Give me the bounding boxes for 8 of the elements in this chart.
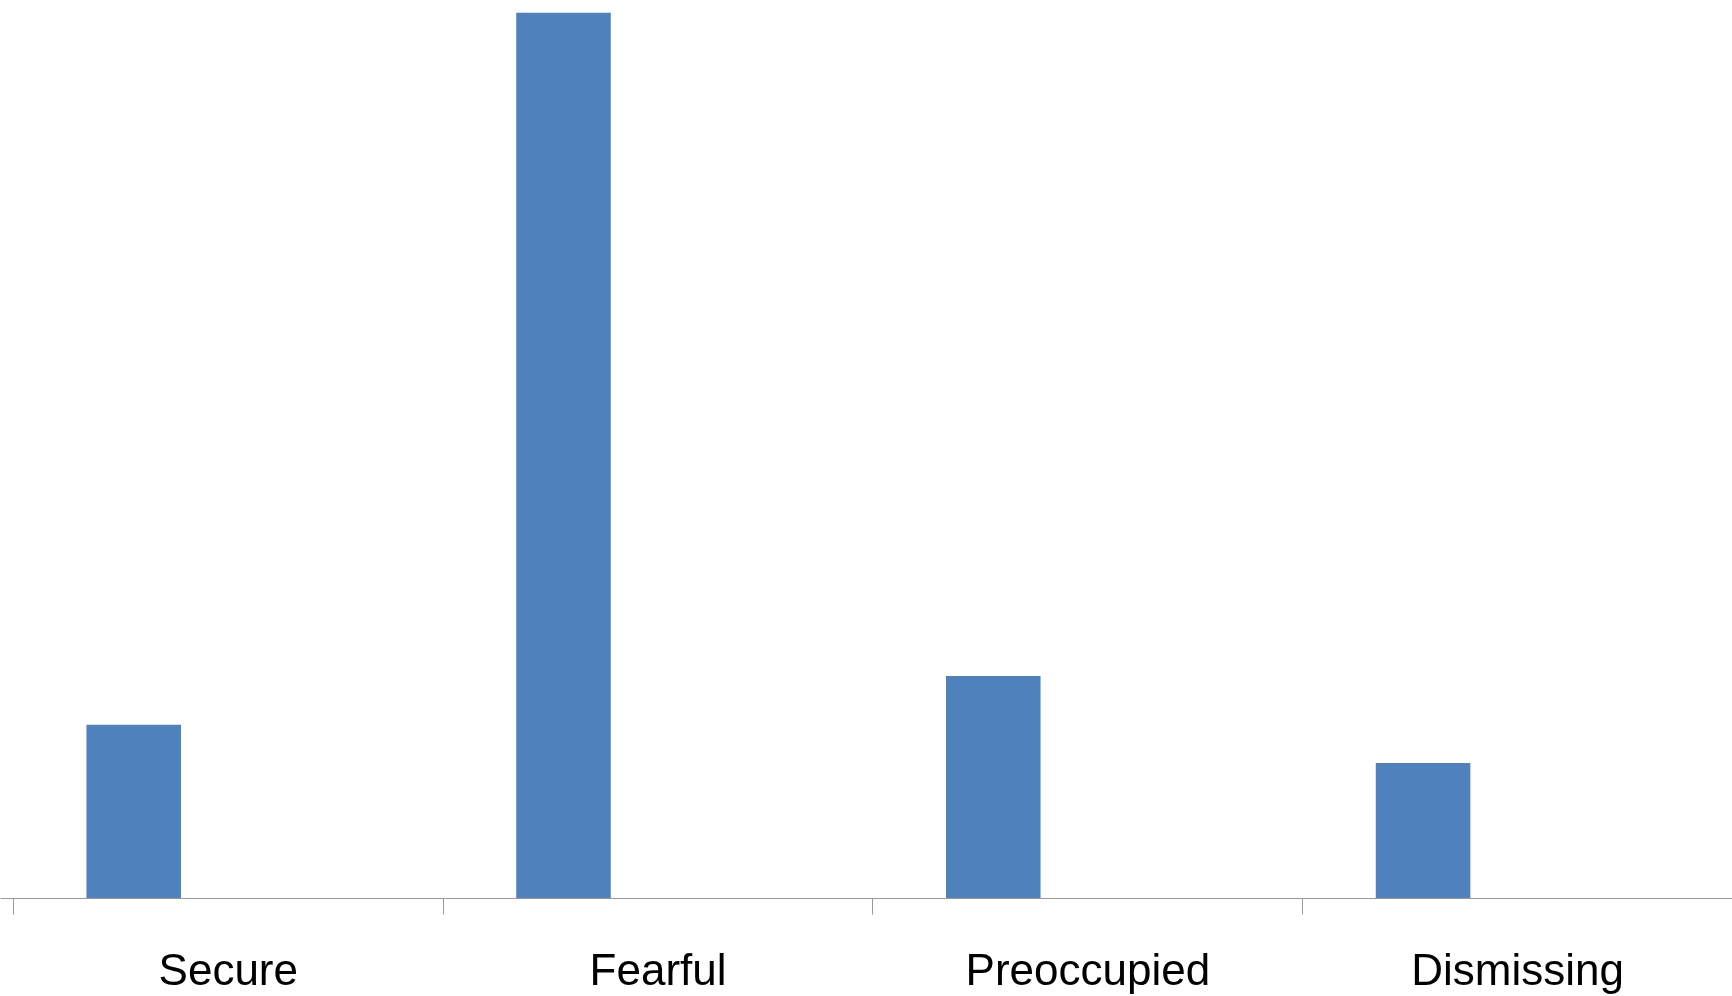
x-tick-label: Secure <box>158 944 298 994</box>
x-tick-label: Dismissing <box>1411 944 1624 994</box>
bar <box>516 12 611 899</box>
x-tick-label: Fearful <box>589 944 727 994</box>
bar <box>86 724 182 899</box>
x-tick-label: Preoccupied <box>965 944 1211 994</box>
bar <box>946 676 1041 899</box>
bar <box>1375 762 1471 899</box>
